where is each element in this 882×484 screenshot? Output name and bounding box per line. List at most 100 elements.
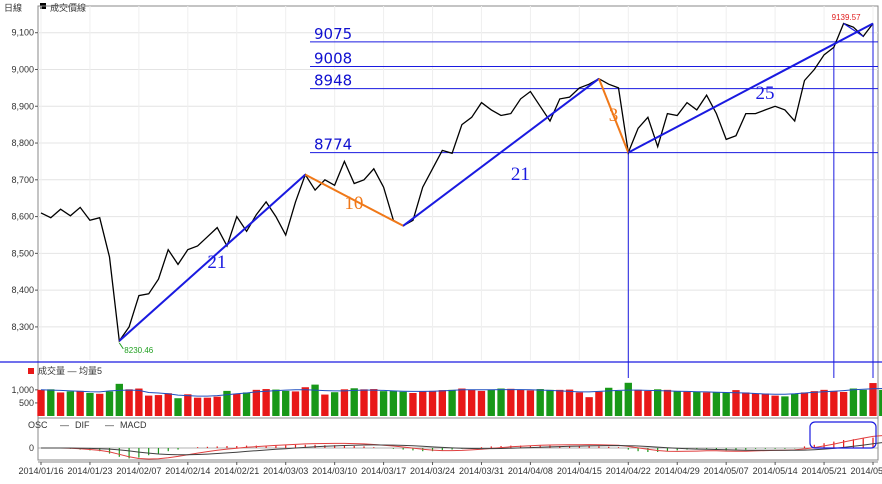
volume-bar [614, 390, 623, 416]
volume-bar [810, 391, 818, 416]
volume-bar [125, 389, 133, 416]
x-tick-label: 2014/04/15 [557, 466, 602, 476]
volume-bar [360, 389, 368, 416]
osc-legend-label: OSC [28, 420, 48, 430]
volume-bar [223, 390, 231, 416]
high-low-labels: 9139.57 8230.46 [118, 13, 861, 355]
volume-y-tick-label: 1,000 [11, 385, 34, 395]
x-tick-label: 2014/03/24 [410, 466, 455, 476]
price-y-tick-label: 8,600 [11, 212, 34, 222]
volume-legend-marker [28, 368, 34, 374]
count-labels: 21 10 21 3 25 [207, 83, 774, 273]
count-label: 21 [511, 164, 530, 185]
volume-bar [849, 388, 858, 416]
trend-line-down-2 [598, 78, 630, 153]
volume-bar [291, 391, 300, 416]
level-lines [310, 41, 878, 154]
volume-bar [507, 388, 515, 416]
price-y-tick-label: 8,400 [11, 285, 34, 295]
volume-bar [605, 387, 613, 416]
level-label: 8948 [314, 72, 352, 90]
trend-line-up-2 [402, 77, 600, 227]
volume-bar [526, 390, 535, 416]
price-y-tick-label: 8,900 [11, 101, 34, 111]
volume-bar [419, 391, 427, 416]
x-tick-label: 2014/05/21 [802, 466, 847, 476]
volume-bar [145, 395, 153, 416]
volume-bar [487, 389, 495, 416]
volume-bar [653, 389, 662, 416]
volume-bar [330, 392, 339, 416]
count-label: 21 [207, 252, 226, 273]
volume-y-axis: 500 1,000 [11, 385, 38, 408]
volume-bar [409, 392, 417, 416]
x-tick-label: 2014/02/14 [165, 466, 210, 476]
volume-bar [115, 383, 123, 416]
panel-frames [0, 5, 882, 463]
volume-bar [321, 394, 329, 416]
volume-bar [663, 389, 672, 416]
volume-bar [193, 397, 202, 416]
volume-bar [154, 395, 163, 416]
volume-bar [164, 393, 172, 416]
trend-line-tail [843, 23, 864, 37]
volume-bar [516, 389, 525, 416]
price-y-tick-label: 8,800 [11, 138, 34, 148]
x-tick-label: 2014/03/17 [361, 466, 406, 476]
volume-bar [272, 389, 280, 416]
volume-bar [66, 391, 75, 416]
price-y-tick-label: 8,500 [11, 248, 34, 258]
price-y-tick-label: 8,700 [11, 175, 34, 185]
level-label: 8774 [314, 136, 352, 154]
volume-bar [47, 389, 55, 416]
volume-bar [712, 391, 721, 416]
volume-bar [624, 382, 632, 416]
count-label: 25 [756, 83, 775, 104]
volume-bar [301, 387, 309, 416]
plot-frame [37, 5, 879, 461]
volume-bar [556, 389, 564, 416]
volume-bar [585, 397, 593, 416]
volume-bar [96, 393, 104, 416]
volume-bar [781, 396, 789, 416]
trend-line-up-1 [118, 173, 306, 342]
volume-bar [771, 395, 779, 416]
volume-bar [213, 396, 221, 416]
volume-bar [546, 389, 554, 416]
count-label: 10 [344, 193, 363, 214]
price-grid [38, 6, 878, 360]
volume-bar [634, 389, 642, 416]
volume-bar [565, 389, 574, 416]
dif-legend-dash: — [60, 420, 69, 430]
volume-bar [448, 389, 456, 416]
volume-bar [859, 389, 867, 416]
volume-bar [869, 383, 877, 416]
x-tick-label: 2014/02/21 [214, 466, 259, 476]
volume-bar [37, 389, 45, 416]
volume-bar [839, 391, 848, 416]
macd-legend-dash: — [105, 420, 114, 430]
volume-bar [458, 388, 466, 416]
volume-bars [37, 382, 882, 416]
volume-bar [595, 391, 603, 416]
x-tick-label: 2014/05/14 [753, 466, 798, 476]
volume-bar [722, 392, 730, 416]
volume-bar [184, 394, 192, 416]
trend-line-up-3 [627, 22, 874, 154]
volume-bar [105, 391, 114, 416]
volume-bar [389, 390, 398, 416]
volume-bar [203, 397, 212, 416]
dif-line [41, 435, 882, 460]
volume-bar [282, 390, 290, 416]
volume-bar [693, 391, 701, 416]
volume-bar [76, 390, 84, 416]
macd-y-tick-label: 0 [29, 443, 34, 453]
x-tick-label: 2014/04/29 [655, 466, 700, 476]
price-y-tick-label: 9,100 [11, 28, 34, 38]
volume-bar [252, 389, 261, 416]
price-series [40, 22, 874, 343]
low-price-pointer [118, 342, 124, 350]
volume-bar [399, 391, 407, 416]
